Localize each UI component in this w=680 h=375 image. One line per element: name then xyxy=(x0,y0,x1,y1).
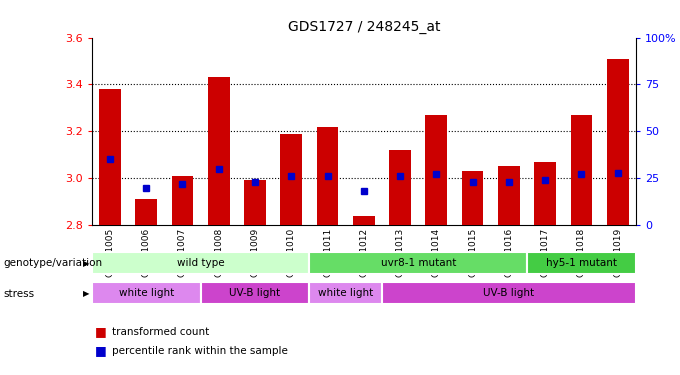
Text: ▶: ▶ xyxy=(83,259,90,268)
Bar xyxy=(244,180,266,225)
Bar xyxy=(389,150,411,225)
Bar xyxy=(309,252,527,274)
Text: wild type: wild type xyxy=(177,258,224,268)
Bar xyxy=(426,115,447,225)
Text: stress: stress xyxy=(3,289,35,298)
Bar xyxy=(208,77,230,225)
Bar xyxy=(353,216,375,225)
Text: UV-B light: UV-B light xyxy=(229,288,281,298)
Text: white light: white light xyxy=(318,288,373,298)
Text: uvr8-1 mutant: uvr8-1 mutant xyxy=(381,258,456,268)
Text: hy5-1 mutant: hy5-1 mutant xyxy=(546,258,617,268)
Bar xyxy=(171,176,193,225)
Bar xyxy=(92,282,201,304)
Text: transformed count: transformed count xyxy=(112,327,209,337)
Text: percentile rank within the sample: percentile rank within the sample xyxy=(112,346,288,355)
Text: ■: ■ xyxy=(95,344,107,357)
Bar xyxy=(135,199,157,225)
Text: ■: ■ xyxy=(95,326,107,338)
Bar xyxy=(534,162,556,225)
Text: genotype/variation: genotype/variation xyxy=(3,258,103,268)
Text: white light: white light xyxy=(118,288,174,298)
Bar xyxy=(498,166,520,225)
Bar xyxy=(92,252,309,274)
Bar xyxy=(317,126,339,225)
Bar xyxy=(382,282,636,304)
Bar xyxy=(571,115,592,225)
Bar xyxy=(201,282,309,304)
Title: GDS1727 / 248245_at: GDS1727 / 248245_at xyxy=(288,20,440,34)
Text: ▶: ▶ xyxy=(83,289,90,298)
Bar xyxy=(462,171,483,225)
Text: UV-B light: UV-B light xyxy=(483,288,534,298)
Bar xyxy=(99,89,121,225)
Bar xyxy=(280,134,302,225)
Bar xyxy=(527,252,636,274)
Bar xyxy=(607,58,628,225)
Bar xyxy=(309,282,382,304)
